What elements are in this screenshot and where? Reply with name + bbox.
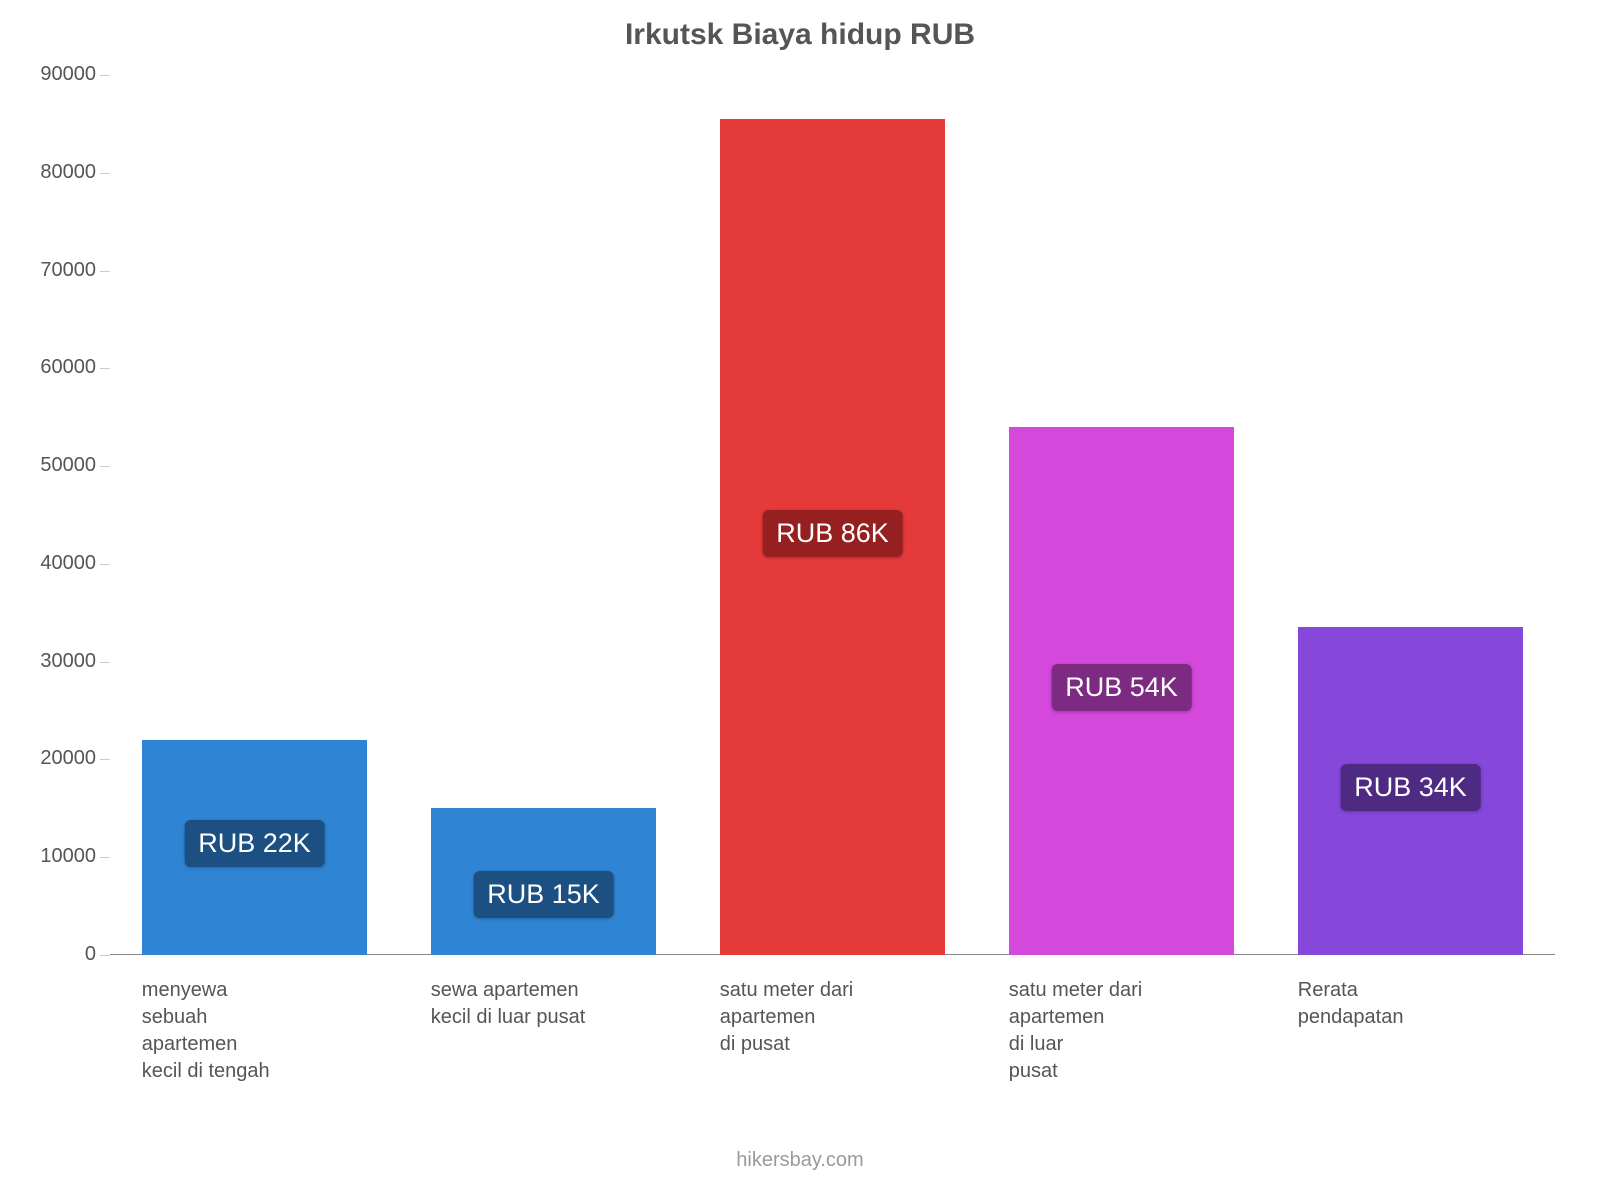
plot-area: 0100002000030000400005000060000700008000…: [110, 75, 1555, 955]
x-axis-label: menyewa sebuah apartemen kecil di tengah: [142, 977, 367, 1085]
ytick-line: [100, 955, 110, 956]
x-axis-label: Rerata pendapatan: [1298, 977, 1523, 1031]
chart-title: Irkutsk Biaya hidup RUB: [0, 18, 1600, 52]
ytick-line: [100, 271, 110, 272]
bar-value-label: RUB 22K: [184, 820, 325, 867]
bar-value-label: RUB 15K: [473, 871, 614, 918]
ytick-line: [100, 662, 110, 663]
x-axis-label: satu meter dari apartemen di luar pusat: [1009, 977, 1234, 1085]
ytick-label: 70000: [6, 259, 96, 282]
ytick-label: 10000: [6, 845, 96, 868]
x-axis-label: sewa apartemen kecil di luar pusat: [431, 977, 656, 1031]
ytick-label: 30000: [6, 650, 96, 673]
x-axis-label: satu meter dari apartemen di pusat: [720, 977, 945, 1058]
ytick-line: [100, 368, 110, 369]
ytick-label: 0: [6, 943, 96, 966]
bar-value-label: RUB 54K: [1051, 664, 1192, 711]
ytick-label: 20000: [6, 747, 96, 770]
ytick-line: [100, 564, 110, 565]
bar-value-label: RUB 86K: [762, 510, 903, 557]
ytick-line: [100, 173, 110, 174]
ytick-line: [100, 759, 110, 760]
ytick-label: 50000: [6, 454, 96, 477]
ytick-label: 40000: [6, 552, 96, 575]
ytick-label: 60000: [6, 356, 96, 379]
cost-of-living-bar-chart: Irkutsk Biaya hidup RUB 0100002000030000…: [0, 0, 1600, 1200]
bar-value-label: RUB 34K: [1340, 764, 1481, 811]
ytick-line: [100, 857, 110, 858]
footer-credit: hikersbay.com: [0, 1149, 1600, 1172]
ytick-label: 80000: [6, 161, 96, 184]
ytick-line: [100, 466, 110, 467]
ytick-label: 90000: [6, 63, 96, 86]
ytick-line: [100, 75, 110, 76]
